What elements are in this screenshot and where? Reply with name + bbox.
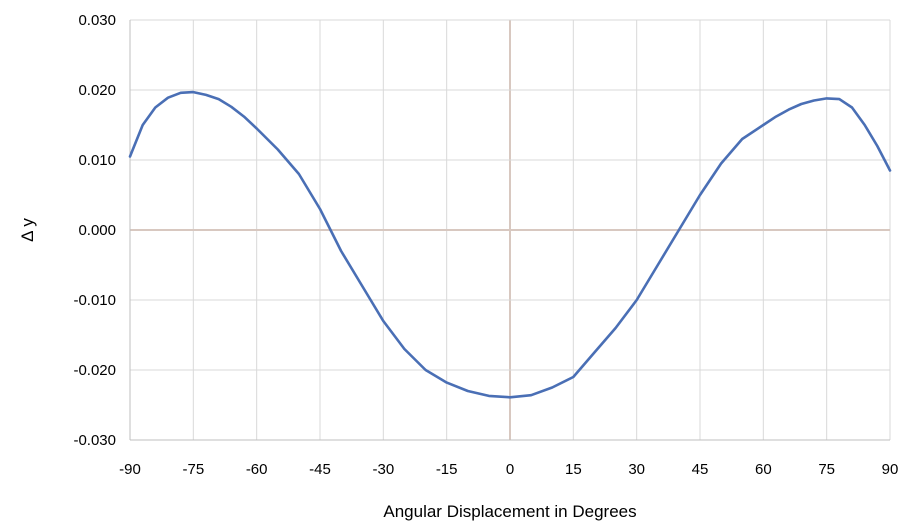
- y-tick-label: 0.010: [78, 152, 116, 169]
- x-tick-label: -60: [246, 461, 268, 478]
- y-tick-label: -0.010: [73, 292, 116, 309]
- y-axis-label: Δ y: [18, 218, 37, 242]
- series-layer: [128, 90, 892, 399]
- axes: [129, 20, 890, 441]
- y-tick-label: 0.020: [78, 82, 116, 99]
- x-tick-label: -30: [372, 461, 394, 478]
- x-tick-label: 75: [818, 461, 835, 478]
- x-tick-label: 0: [506, 461, 514, 478]
- x-tick-label: 60: [755, 461, 772, 478]
- y-tick-label: -0.030: [73, 432, 116, 449]
- x-tick-label: 15: [565, 461, 582, 478]
- x-tick-label: -90: [119, 461, 141, 478]
- x-tick-label: -45: [309, 461, 331, 478]
- x-tick-label: 90: [882, 461, 899, 478]
- x-tick-label: 45: [692, 461, 709, 478]
- y-tick-label: 0.030: [78, 12, 116, 29]
- x-tick-labels: -90 -75 -60 -45 -30 -15 0 15 30 45 60 75 90: [119, 461, 898, 478]
- series-line: [128, 90, 892, 399]
- y-tick-label: -0.020: [73, 362, 116, 379]
- x-tick-label: 30: [628, 461, 645, 478]
- y-tick-label: 0.000: [78, 222, 116, 239]
- x-tick-label: -75: [182, 461, 204, 478]
- gridlines: [129, 19, 891, 441]
- x-tick-label: -15: [436, 461, 458, 478]
- x-axis-label: Angular Displacement in Degrees: [383, 502, 636, 521]
- y-tick-labels: 0.030 0.020 0.010 0.000 -0.010 -0.020 -0.030: [73, 12, 116, 449]
